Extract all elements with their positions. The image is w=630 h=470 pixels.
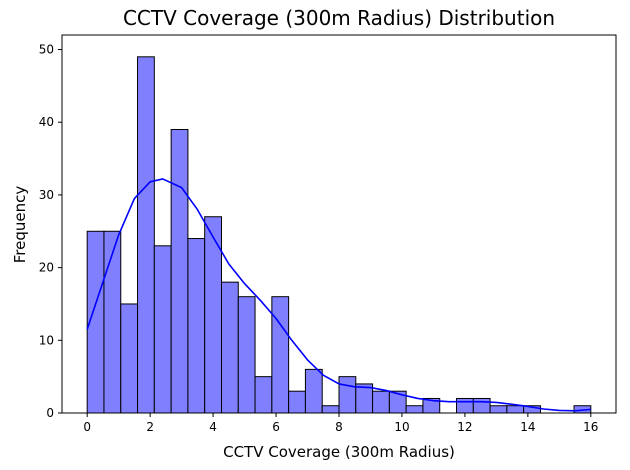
histogram-bar-9	[237, 296, 256, 414]
y-tick-label-1: 10	[39, 333, 54, 347]
histogram-bar-6	[187, 238, 206, 414]
histogram-bar-11	[271, 296, 290, 414]
x-axis-label: CCTV Coverage (300m Radius)	[223, 443, 455, 461]
x-tick-label-1: 2	[146, 420, 154, 434]
histogram-bar-22	[456, 397, 474, 414]
x-tick-label-0: 0	[83, 420, 91, 434]
y-tick-label-0: 0	[46, 406, 54, 420]
y-tick-label-2: 20	[39, 261, 54, 275]
kde-curve	[86, 178, 591, 412]
x-tick-label-5: 10	[394, 420, 409, 434]
histogram-bar-10	[254, 376, 273, 414]
y-tick-label-5: 50	[39, 43, 54, 57]
x-tick-label-7: 14	[520, 420, 535, 434]
chart-title: CCTV Coverage (300m Radius) Distribution	[123, 6, 555, 30]
bars-layer	[86, 56, 592, 414]
histogram-bar-2	[120, 303, 139, 414]
y-axis-label: Frequency	[11, 186, 29, 264]
x-tick-label-3: 6	[272, 420, 280, 434]
histogram-bar-12	[288, 390, 306, 414]
y-tick-label-3: 30	[39, 188, 54, 202]
y-tick-label-4: 40	[39, 115, 54, 129]
histogram-bar-24	[489, 405, 508, 414]
histogram-bar-3	[137, 56, 155, 414]
histogram-bar-13	[304, 368, 323, 414]
histogram-bar-14	[321, 405, 340, 414]
ticks-layer: 0 2 4 6 8 10 12 14 16 0 10 20 30 40 50	[39, 43, 599, 434]
histogram-bar-8	[220, 281, 239, 414]
x-tick-label-6: 12	[457, 420, 472, 434]
x-tick-label-8: 16	[583, 420, 598, 434]
histogram-bar-5	[170, 129, 189, 414]
histogram-bar-15	[338, 376, 357, 414]
histogram-bar-1	[103, 230, 122, 414]
x-tick-label-2: 4	[209, 420, 217, 434]
x-tick-label-4: 8	[335, 420, 343, 434]
kde-layer	[86, 178, 591, 412]
histogram-bar-25	[506, 405, 525, 414]
histogram-bar-4	[153, 245, 172, 414]
histogram-bar-19	[405, 405, 424, 414]
histogram-bar-23	[472, 397, 491, 414]
histogram-bar-17	[372, 390, 390, 414]
